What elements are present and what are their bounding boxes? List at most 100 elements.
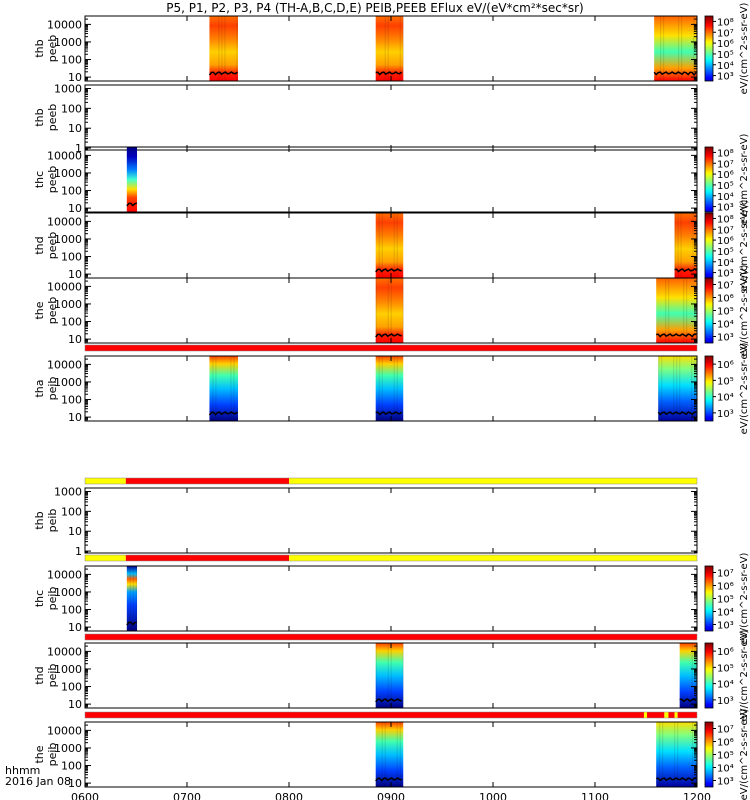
y-tick-label: 1000 <box>54 663 82 676</box>
spectrogram-texture <box>390 643 392 708</box>
spectrogram-block <box>375 643 404 708</box>
spectrogram-texture <box>676 356 678 421</box>
y-tick-label: 10 <box>68 411 82 424</box>
colorbar-tick-label: 10³ <box>717 72 734 83</box>
status-strip <box>84 477 698 485</box>
time-axis-unit: hhmm <box>5 764 41 777</box>
date-label: 2016 Jan 08 <box>5 775 71 788</box>
x-tick-label: 1200 <box>683 791 711 800</box>
spectrogram-block <box>375 722 404 787</box>
spectrogram-texture <box>236 16 238 81</box>
spectrogram-texture <box>402 278 404 343</box>
panel-7: 1 10 100 1000 thbpeib <box>33 485 698 558</box>
x-tick-label: 0600 <box>71 791 99 800</box>
spectrogram-texture <box>396 356 398 421</box>
potential-trace <box>679 698 697 703</box>
spectrogram-texture <box>673 356 675 421</box>
spectrogram-texture <box>679 356 681 421</box>
spectrogram-texture <box>663 16 665 81</box>
status-strip <box>84 554 698 562</box>
spectrogram-texture <box>399 722 401 787</box>
colorbar-tick-label: 10⁵ <box>717 663 734 674</box>
panel-label-probe: the <box>33 301 46 319</box>
panel-label: thbpeeb <box>33 35 59 63</box>
panel-label: thapeib <box>33 377 59 401</box>
status-segment <box>289 478 697 484</box>
colorbar-tick-label: 10³ <box>717 333 734 344</box>
spectrogram-texture <box>224 16 226 81</box>
y-tick-label: 1000 <box>54 36 82 49</box>
colorbar-label: eV/(cm^2-s-sr-eV) <box>739 264 750 356</box>
colorbar-label: eV/(cm^2-s-sr-eV) <box>739 552 750 644</box>
colorbar-tick-label: 10⁵ <box>717 595 734 606</box>
panel-label-instrument: peib <box>46 664 59 688</box>
y-tick-label: 1 <box>75 142 82 155</box>
colorbar-tick-label: 10⁴ <box>717 608 734 619</box>
potential-trace <box>208 411 238 416</box>
x-tick-label: 0700 <box>173 791 201 800</box>
potential-trace <box>375 71 403 76</box>
y-tick-label: 10 <box>68 525 82 538</box>
panel-label: thdpeeb <box>33 232 59 260</box>
spectrogram-texture <box>390 278 392 343</box>
x-tick-label: 0900 <box>377 791 405 800</box>
panel-label-probe: thd <box>33 236 46 254</box>
status-segment <box>668 712 675 718</box>
panel-label-probe: thb <box>33 108 46 126</box>
spectrogram-texture <box>381 213 383 278</box>
status-strip <box>84 344 698 352</box>
colorbar <box>704 277 714 344</box>
chart-title: P5, P1, P2, P3, P4 (TH-A,B,C,D,E) PEIB,P… <box>166 1 584 15</box>
spectrogram-texture <box>693 16 695 81</box>
status-frame <box>84 477 698 485</box>
spectrogram-texture <box>691 356 693 421</box>
spectrogram-texture <box>378 213 380 278</box>
y-tick-label: 100 <box>61 102 82 115</box>
panel-label-instrument: peib <box>46 587 59 611</box>
status-frame <box>84 711 698 719</box>
colorbar-tick-label: 10⁵ <box>717 247 734 258</box>
colorbar <box>704 721 714 788</box>
y-tick-label: 10 <box>68 202 82 215</box>
colorbar-tick-label: 10⁵ <box>717 376 734 387</box>
potential-trace <box>657 411 697 416</box>
spectrogram-texture <box>396 213 398 278</box>
spectrogram-texture <box>678 16 680 81</box>
colorbar-tick-label: 10³ <box>717 621 734 632</box>
y-tick-label: 1000 <box>54 298 82 311</box>
y-tick-label: 10 <box>68 71 82 84</box>
spectrogram-texture <box>218 16 220 81</box>
y-tick-label: 10 <box>68 268 82 281</box>
spectrogram-texture <box>129 566 131 631</box>
spectrogram-texture <box>658 356 660 421</box>
y-tick-label: 10000 <box>47 568 82 581</box>
colorbar <box>704 565 714 632</box>
spectrogram-block <box>656 722 697 787</box>
y-tick-label: 10000 <box>47 215 82 228</box>
colorbar-tick-label: 10⁵ <box>717 50 734 61</box>
spectrogram-texture <box>387 16 389 81</box>
y-tick-label: 1000 <box>54 485 82 498</box>
panel-label-instrument: peib <box>46 377 59 401</box>
status-segment <box>85 634 697 640</box>
panel-label: thcpeeb <box>33 166 59 194</box>
potential-trace <box>208 71 238 76</box>
colorbar-tick-label: 10⁶ <box>717 294 734 305</box>
status-segment <box>85 345 697 351</box>
y-tick-label: 10000 <box>47 724 82 737</box>
colorbar-tick-label: 10⁴ <box>717 393 734 404</box>
colorbar-label: eV/(cm^2-s-sr-eV) <box>739 133 750 225</box>
spectrogram-texture <box>135 566 137 631</box>
y-tick-label: 100 <box>61 394 82 407</box>
y-tick-label: 100 <box>61 251 82 264</box>
spectrogram-texture <box>680 213 682 278</box>
colorbar-tick-label: 10⁴ <box>717 192 734 203</box>
panel-label: thdpeib <box>33 664 59 688</box>
potential-trace <box>656 333 697 338</box>
y-tick-label: 1000 <box>54 233 82 246</box>
spectrogram-texture <box>212 356 214 421</box>
